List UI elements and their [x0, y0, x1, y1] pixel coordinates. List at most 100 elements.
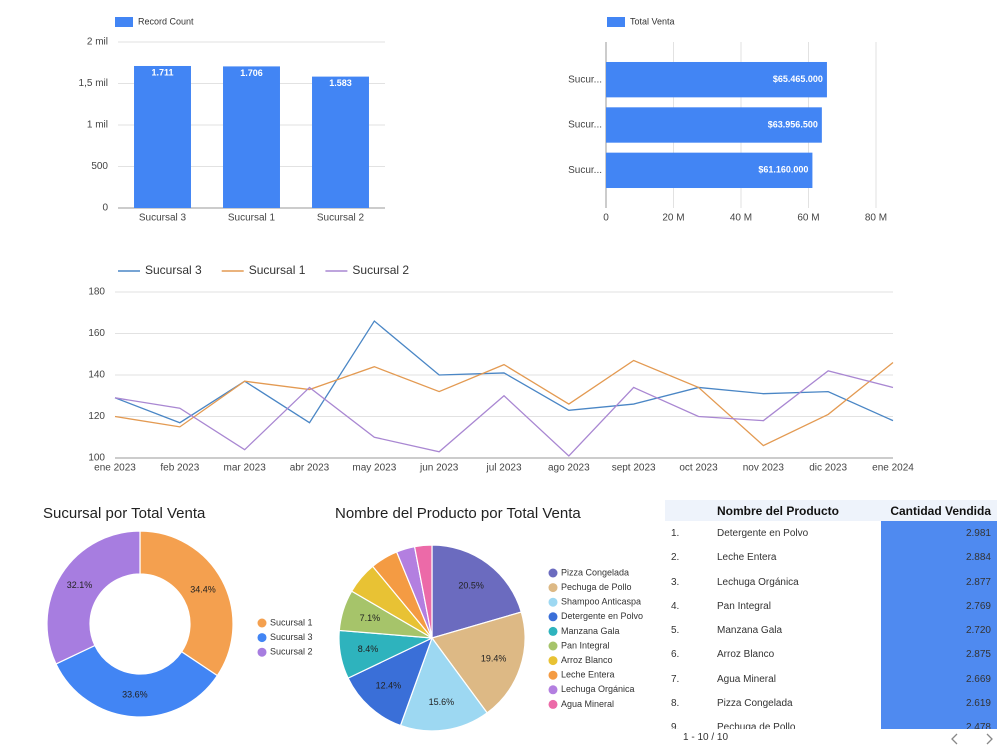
y-tick-label: 500 [91, 161, 108, 172]
pie-slice [431, 544, 523, 639]
legend-swatch [607, 17, 625, 27]
legend-label: Sucursal 3 [145, 263, 202, 277]
table-header: Nombre del Producto Cantidad Vendida [665, 500, 997, 521]
x-tick-label: feb 2023 [160, 463, 199, 474]
column-header[interactable]: Cantidad Vendida [890, 504, 991, 518]
legend-swatch [548, 641, 558, 651]
pie-slice [431, 611, 526, 714]
value-cell-bg [881, 666, 997, 692]
bar [606, 107, 822, 143]
row-index: 1. [671, 528, 680, 539]
x-tick-label: 80 M [865, 213, 887, 224]
legend-label: Shampoo Anticaspa [561, 597, 641, 607]
quantity: 2.669 [965, 673, 991, 685]
legend-swatch [257, 618, 267, 628]
legend-label: Total Venta [630, 16, 675, 26]
value-label: 1.711 [151, 67, 173, 77]
y-tick-label: 120 [88, 411, 105, 422]
product-table: Nombre del Producto Cantidad Vendida 1. D… [665, 500, 997, 750]
bar [312, 76, 369, 209]
y-tick-label: 0 [102, 203, 108, 214]
value-label: 1.583 [329, 78, 352, 88]
legend-label: Pizza Congelada [561, 567, 629, 577]
legend-label: Sucursal 3 [270, 632, 313, 642]
legend-label: Sucursal 1 [249, 263, 306, 277]
legend-label: Sucursal 1 [270, 617, 313, 627]
legend-swatch [257, 647, 267, 657]
x-tick-label: jul 2023 [485, 463, 521, 474]
value-label: 1.706 [240, 68, 263, 78]
row-index: 8. [671, 698, 680, 710]
row-index: 5. [671, 625, 680, 637]
row-index: 7. [671, 673, 680, 685]
x-tick-label: oct 2023 [679, 463, 718, 474]
quantity: 2.875 [965, 649, 991, 661]
value-cell-bg [881, 545, 997, 570]
value-label: 15.6% [429, 697, 455, 707]
legend-swatch [548, 583, 558, 593]
pie-slice [46, 530, 141, 665]
y-tick-label: 180 [88, 287, 105, 298]
line-series [114, 320, 894, 424]
legend-label: Lechuga Orgánica [561, 684, 635, 694]
y-tick-label: 2 mil [87, 37, 108, 48]
product-name: Leche Entera [717, 552, 777, 564]
product-name: Pan Integral [717, 600, 771, 612]
quantity: 2.478 [965, 722, 991, 734]
legend-swatch [548, 568, 558, 578]
legend-swatch [548, 685, 558, 695]
value-cell-bg [881, 691, 997, 716]
quantity: 2.884 [965, 552, 991, 564]
x-tick-label: nov 2023 [743, 463, 785, 474]
quantity: 2.619 [965, 698, 991, 710]
table-row: 8. Pizza Congelada 2.619 [665, 691, 997, 716]
x-tick-label: 60 M [797, 213, 819, 224]
chart-title: Sucursal por Total Venta [43, 505, 206, 522]
y-tick-label: 140 [88, 370, 105, 381]
legend-label: Sucursal 2 [270, 647, 313, 657]
pie-slice [55, 644, 219, 718]
table-row: 7. Agua Mineral 2.669 [665, 666, 997, 692]
legend-label: Arroz Blanco [561, 655, 613, 665]
page-info: 1 - 10 / 10 [683, 732, 729, 743]
column-header[interactable]: Nombre del Producto [717, 504, 840, 518]
value-cell-bg [881, 618, 997, 643]
quantity: 2.981 [965, 528, 991, 539]
legend-swatch [257, 633, 267, 643]
value-cell-bg [881, 593, 997, 619]
bar [606, 61, 827, 98]
legend-label: Detergente en Polvo [561, 611, 643, 621]
legend-swatch [115, 17, 133, 27]
x-tick-label: 0 [603, 213, 609, 224]
x-tick-label: jun 2023 [419, 463, 459, 474]
product-name: Arroz Blanco [717, 649, 775, 661]
legend-label: Agua Mineral [561, 699, 614, 709]
legend-swatch [548, 670, 558, 680]
x-tick-label: Sucursal 2 [317, 213, 365, 224]
value-label: 32.1% [67, 580, 93, 590]
x-tick-label: mar 2023 [224, 463, 267, 474]
x-tick-label: 40 M [730, 213, 752, 224]
legend-swatch [548, 656, 558, 666]
page-nav[interactable] [945, 729, 1000, 749]
y-tick-label: 1,5 mil [79, 78, 108, 89]
row-index: 2. [671, 552, 680, 564]
x-tick-label: Sucursal 3 [139, 213, 187, 224]
value-cell-bg [881, 642, 997, 667]
product-name: Lechuga Orgánica [717, 576, 799, 588]
legend-label: Manzana Gala [561, 626, 620, 636]
row-index: 3. [671, 576, 680, 588]
value-label: 20.5% [458, 580, 484, 590]
legend-label: Pan Integral [561, 640, 610, 650]
y-tick-label: 100 [88, 453, 105, 464]
value-label: 34.4% [190, 585, 216, 595]
value-label: $61.160.000 [758, 165, 808, 175]
pie-slice [139, 530, 234, 677]
line-series [114, 370, 894, 457]
legend-swatch [548, 612, 558, 622]
pagination: 1 - 10 / 10 [665, 729, 997, 749]
chart-title: Nombre del Producto por Total Venta [335, 505, 581, 522]
x-tick-label: sept 2023 [612, 463, 656, 474]
bar [134, 65, 191, 208]
x-tick-label: dic 2023 [809, 463, 847, 474]
